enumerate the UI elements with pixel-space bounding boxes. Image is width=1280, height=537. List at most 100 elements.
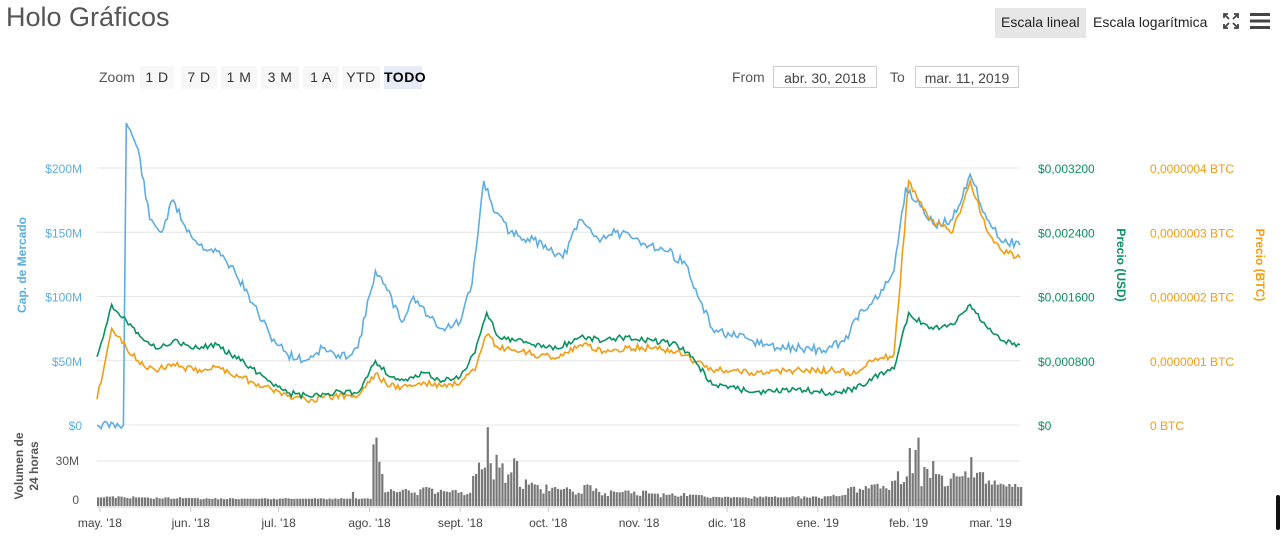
volume-bar [337, 499, 340, 506]
volume-bar [773, 496, 777, 506]
volume-bar [674, 495, 677, 506]
volume-bar [439, 489, 442, 506]
volume-bar [759, 496, 762, 506]
volume-bar [712, 496, 715, 506]
market-cap-tick-label: $100M [45, 291, 82, 305]
volume-bar [580, 493, 583, 506]
volume-bar [381, 474, 384, 506]
zoom-1d-button[interactable]: 1 D [140, 66, 174, 89]
volume-bar [173, 498, 176, 506]
to-date-input[interactable]: mar. 11, 2019 [915, 66, 1019, 88]
volume-bar [577, 492, 580, 506]
btc-tick-label: 0,0000002 BTC [1150, 291, 1234, 305]
volume-bar [392, 491, 396, 506]
zoom-7d-button[interactable]: 7 D [181, 66, 217, 89]
volume-bar [979, 472, 982, 506]
zoom-3m-button[interactable]: 3 M [261, 66, 299, 89]
volume-tick-label: 0 [72, 493, 79, 507]
volume-bar [545, 484, 548, 506]
volume-bar [155, 497, 158, 506]
volume-bar [850, 487, 853, 506]
volume-bar [146, 497, 149, 506]
volume-bar [952, 473, 955, 506]
linear-scale-button[interactable]: Escala lineal [995, 8, 1086, 38]
volume-bar [384, 492, 387, 506]
menu-icon[interactable] [1250, 12, 1270, 35]
scrollbar-thumb[interactable] [1276, 495, 1280, 530]
volume-bar [861, 489, 864, 506]
from-date-input[interactable]: abr. 30, 2018 [773, 66, 877, 88]
volume-bar [770, 497, 774, 506]
volume-bar [680, 495, 683, 506]
volume-bar [603, 493, 607, 506]
volume-bar [518, 486, 522, 506]
market-cap-axis-label: Cap. de Mercado [15, 217, 29, 313]
volume-bar [351, 491, 355, 506]
volume-bar [126, 497, 129, 506]
volume-bar [249, 498, 252, 506]
x-tick-label: mar. '19 [970, 516, 1013, 530]
volume-bar [287, 498, 290, 506]
volume-bar [630, 493, 633, 506]
volume-bar [445, 491, 448, 506]
volume-bar [507, 474, 510, 506]
volume-bar [431, 488, 434, 506]
volume-bar [990, 484, 993, 506]
volume-bar [530, 482, 533, 506]
volume-bar [744, 497, 747, 506]
volume-bar [407, 490, 410, 506]
volume-bar [823, 496, 826, 506]
volume-bar [1002, 484, 1005, 506]
zoom-1m-button[interactable]: 1 M [221, 66, 257, 89]
volume-bar [688, 494, 692, 506]
zoom-all-button[interactable]: TODO [384, 66, 426, 89]
volume-bar [753, 496, 756, 506]
volume-axis-label: 24 horas [27, 441, 41, 491]
zoom-ytd-button[interactable]: YTD [342, 66, 380, 89]
volume-bar [782, 497, 785, 506]
volume-bar [223, 499, 226, 506]
volume-bar [422, 487, 425, 506]
market-cap-tick-label: $50M [52, 355, 82, 369]
volume-bar [686, 496, 689, 506]
volume-bar [378, 461, 381, 506]
usd-tick-label: $0 [1038, 419, 1052, 433]
volume-bar [756, 497, 759, 506]
log-scale-button[interactable]: Escala logarítmica [1093, 14, 1208, 30]
volume-bar [797, 496, 800, 506]
market-cap-tick-label: $150M [45, 226, 82, 240]
volume-bar [876, 483, 879, 506]
volume-bar [891, 481, 894, 506]
fullscreen-icon[interactable] [1222, 12, 1240, 35]
x-tick-label: ene. '19 [797, 516, 840, 530]
volume-bar [454, 489, 457, 506]
page-title: Holo Gráficos [6, 2, 170, 32]
volume-bar [261, 498, 264, 506]
volume-bar [436, 492, 440, 506]
volume-bar [105, 496, 108, 506]
volume-bar [527, 484, 530, 506]
volume-bar [428, 487, 431, 506]
to-label: To [890, 69, 905, 85]
volume-bar [170, 498, 173, 506]
volume-bar [161, 498, 164, 506]
volume-bar [343, 498, 346, 506]
zoom-1a-button[interactable]: 1 A [303, 66, 339, 89]
volume-bar [964, 471, 967, 506]
volume-bar [803, 496, 806, 506]
volume-bar [814, 496, 818, 506]
volume-bar [976, 472, 979, 506]
volume-bar [946, 485, 949, 506]
volume-bar [554, 487, 557, 506]
volume-bar [738, 497, 741, 506]
volume-bar [855, 492, 859, 506]
volume-bar [677, 496, 680, 506]
volume-bar [973, 477, 976, 506]
volume-bar [592, 490, 595, 506]
volume-bar [442, 491, 445, 506]
volume-bar [879, 488, 882, 506]
volume-bar [360, 498, 363, 506]
volume-bar [193, 498, 196, 506]
volume-bar [542, 493, 545, 506]
usd-tick-label: $0,003200 [1038, 162, 1095, 176]
